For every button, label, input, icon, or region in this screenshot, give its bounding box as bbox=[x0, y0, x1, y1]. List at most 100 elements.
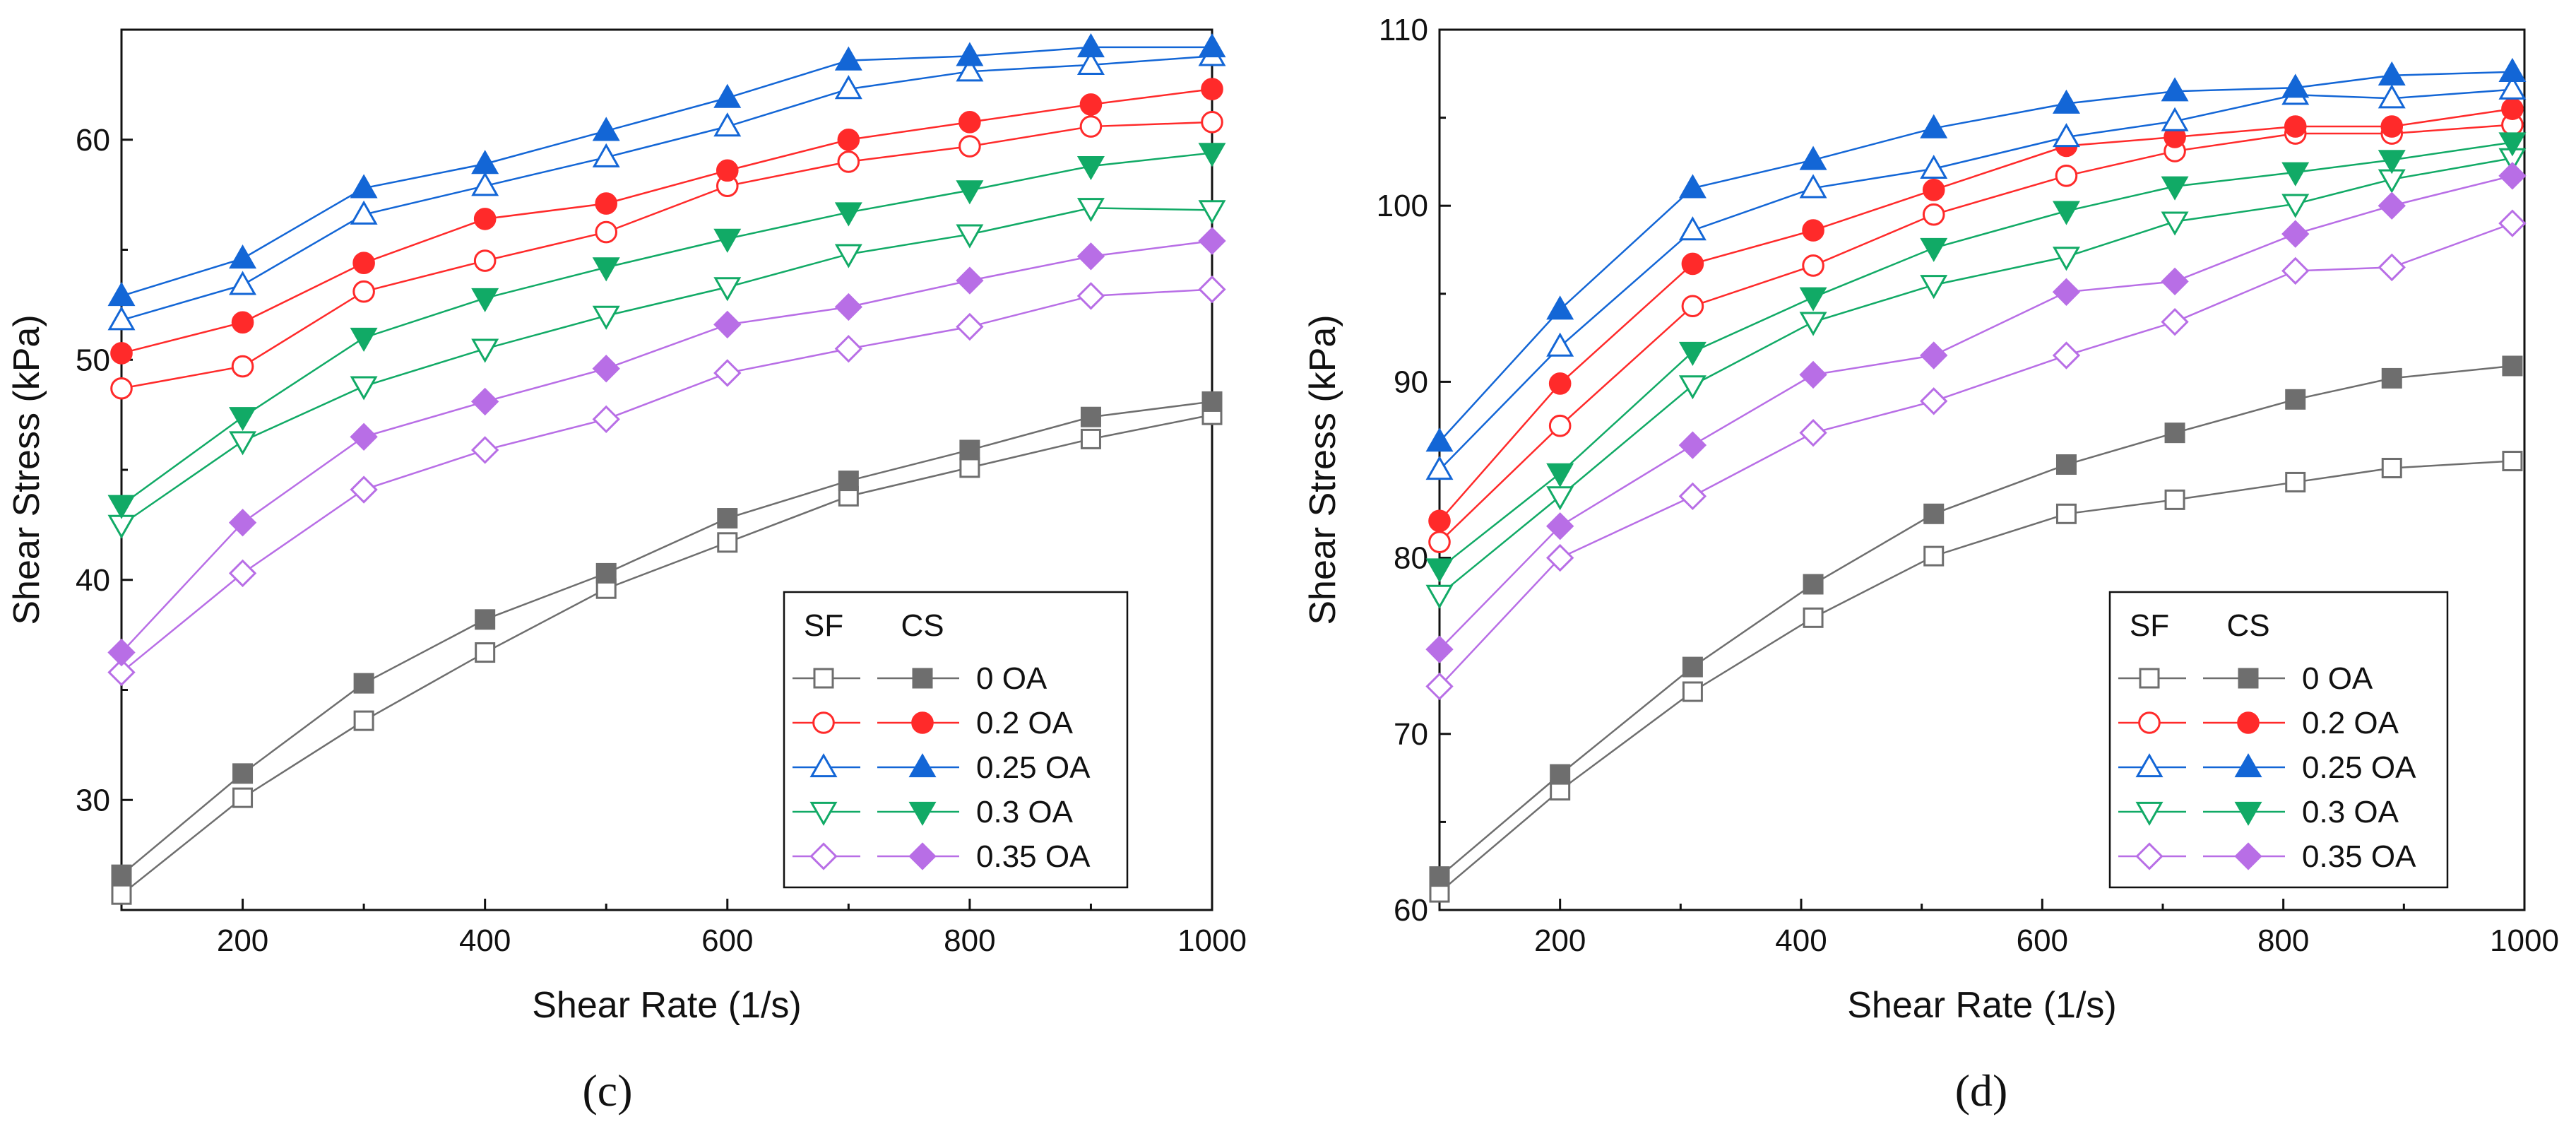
cs-point bbox=[1550, 764, 1571, 785]
sf-point bbox=[2498, 209, 2527, 237]
sf-point bbox=[475, 642, 496, 663]
sf-point bbox=[1922, 203, 1945, 226]
cs-point bbox=[353, 673, 374, 694]
cs-point bbox=[1678, 431, 1707, 459]
sf-point bbox=[1802, 254, 1824, 277]
x-axis-label: Shear Rate (1/s) bbox=[1847, 985, 2117, 1026]
cs-point bbox=[1923, 503, 1945, 524]
sf-point bbox=[958, 135, 981, 158]
legend-sf-marker bbox=[813, 668, 834, 689]
series-0_3-OA bbox=[107, 143, 1226, 539]
cs-line bbox=[1439, 175, 2513, 651]
legend-label: 0.25 OA bbox=[2302, 750, 2416, 785]
y-axis-label: Shear Stress (kPa) bbox=[1302, 314, 1343, 625]
cs-point bbox=[2378, 191, 2406, 220]
cs-point bbox=[350, 174, 378, 199]
series-0-OA bbox=[1429, 355, 2523, 903]
legend-header-cs: CS bbox=[2226, 608, 2269, 643]
cs-point bbox=[956, 180, 984, 205]
sf-point bbox=[470, 436, 499, 464]
sf-point bbox=[2052, 341, 2081, 370]
cs-point bbox=[2498, 132, 2527, 157]
legend-label: 0.2 OA bbox=[2302, 706, 2399, 740]
legend-cs-marker bbox=[2234, 801, 2262, 826]
sf-line bbox=[1439, 460, 2513, 894]
cs-point bbox=[713, 228, 742, 253]
sf-point bbox=[834, 244, 862, 268]
sf-point bbox=[350, 475, 378, 504]
cs-point bbox=[2381, 367, 2402, 389]
legend-sf-marker bbox=[2138, 711, 2161, 734]
sf-point bbox=[2498, 75, 2527, 100]
cs-point bbox=[1548, 372, 1572, 395]
cs-point bbox=[107, 281, 136, 307]
sf-point bbox=[1546, 486, 1574, 511]
sf-point bbox=[1799, 174, 1827, 199]
cs-point bbox=[471, 150, 499, 175]
series-0_2-OA bbox=[110, 78, 1223, 400]
cs-point bbox=[713, 310, 742, 339]
sf-point bbox=[595, 220, 618, 244]
cs-point bbox=[2161, 267, 2189, 296]
cs-line bbox=[1439, 107, 2513, 522]
cs-point bbox=[470, 387, 499, 416]
cs-line bbox=[1439, 141, 2513, 569]
cs-point bbox=[232, 763, 254, 784]
sf-point bbox=[471, 172, 499, 196]
legend-sf-marker bbox=[812, 711, 835, 734]
x-tick-label: 200 bbox=[1534, 923, 1586, 958]
panel-label: (d) bbox=[1955, 1065, 2008, 1116]
cs-line bbox=[121, 240, 1213, 654]
sf-point bbox=[1079, 115, 1103, 138]
sf-point bbox=[1076, 50, 1105, 76]
cs-point bbox=[471, 288, 499, 312]
cs-point bbox=[1198, 227, 1226, 255]
x-axis-label: Shear Rate (1/s) bbox=[532, 985, 802, 1026]
sf-point bbox=[473, 249, 497, 272]
cs-point bbox=[1546, 463, 1574, 487]
cs-point bbox=[838, 471, 859, 492]
cs-line bbox=[1439, 365, 2513, 877]
series-0_35-OA bbox=[1425, 162, 2527, 701]
cs-point bbox=[2380, 115, 2404, 138]
y-axis-label: Shear Stress (kPa) bbox=[6, 314, 47, 625]
cs-point bbox=[2052, 278, 2081, 306]
sf-point bbox=[834, 75, 862, 100]
sf-point bbox=[713, 112, 742, 137]
x-tick-label: 400 bbox=[459, 923, 511, 958]
sf-point bbox=[1923, 545, 1945, 567]
cs-point bbox=[2281, 162, 2310, 187]
legend-sf-marker bbox=[2135, 753, 2164, 778]
cs-point bbox=[1425, 427, 1454, 452]
legend-box bbox=[2108, 591, 2449, 889]
sf-line bbox=[121, 207, 1213, 526]
sf-point bbox=[2052, 247, 2080, 271]
sf-point bbox=[232, 787, 254, 808]
legend-header-cs: CS bbox=[901, 608, 944, 643]
cs-point bbox=[2055, 454, 2077, 475]
legend-cs-marker bbox=[908, 753, 937, 778]
sf-point bbox=[111, 884, 132, 905]
legend-label: 0 OA bbox=[2302, 661, 2373, 696]
cs-line bbox=[121, 88, 1213, 355]
legend-cs-marker bbox=[2238, 668, 2259, 689]
cs-point bbox=[110, 342, 133, 365]
legend-item: 0 OA bbox=[2118, 661, 2373, 696]
sf-point bbox=[2378, 84, 2406, 109]
legend-sf-marker bbox=[809, 753, 838, 778]
sf-line bbox=[1439, 88, 2513, 471]
sf-point bbox=[1425, 672, 1454, 701]
sf-point bbox=[1198, 200, 1226, 225]
cs-point bbox=[1803, 574, 1824, 595]
sf-point bbox=[350, 376, 378, 401]
sf-point bbox=[1799, 418, 1827, 447]
cs-point bbox=[2498, 57, 2527, 82]
legend-cs-marker bbox=[2234, 842, 2262, 870]
cs-point bbox=[1681, 252, 1704, 276]
cs-point bbox=[2164, 422, 2185, 444]
y-tick-label: 80 bbox=[1394, 541, 1428, 576]
cs-point bbox=[231, 311, 254, 334]
sf-point bbox=[2161, 308, 2189, 336]
legend-label: 0 OA bbox=[976, 661, 1047, 696]
sf-point bbox=[1678, 375, 1707, 400]
